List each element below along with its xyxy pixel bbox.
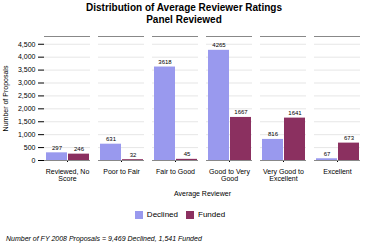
svg-text:3,000: 3,000: [18, 79, 36, 86]
svg-text:1,500: 1,500: [18, 118, 36, 125]
svg-text:Good to VeryGood: Good to VeryGood: [209, 168, 250, 182]
svg-text:67: 67: [324, 151, 331, 157]
html-text:Funded: Funded: [198, 210, 226, 219]
svg-text:Number of Proposals: Number of Proposals: [2, 65, 10, 131]
svg-text:2,000: 2,000: [18, 105, 36, 112]
html-text:Declined: Declined: [146, 210, 178, 219]
svg-text:673: 673: [344, 135, 355, 141]
html-text:Distribution of Average Review: Distribution of Average Reviewer Ratings…: [86, 2, 282, 25]
svg-text:631: 631: [106, 136, 117, 142]
svg-text:32: 32: [130, 152, 137, 158]
svg-text:4,000: 4,000: [18, 53, 36, 60]
svg-text:Very Good toExcellent: Very Good toExcellent: [263, 168, 304, 182]
svg-text:297: 297: [52, 145, 63, 151]
svg-text:Excellent: Excellent: [323, 168, 351, 175]
svg-text:3618: 3618: [158, 59, 172, 65]
svg-text:816: 816: [268, 131, 279, 137]
svg-text:0: 0: [32, 157, 36, 164]
svg-text:500: 500: [24, 144, 36, 151]
svg-text:246: 246: [74, 146, 85, 152]
svg-text:Fair to Good: Fair to Good: [156, 168, 195, 175]
svg-text:4,500: 4,500: [18, 40, 36, 47]
svg-text:Reviewed, NoScore: Reviewed, NoScore: [46, 168, 90, 182]
svg-text:1641: 1641: [288, 110, 302, 116]
svg-text:Average Reviewer: Average Reviewer: [174, 190, 232, 198]
html-text:Number of FY 2008 Proposals =: Number of FY 2008 Proposals = 9,469 Decl…: [6, 235, 202, 242]
svg-text:4265: 4265: [212, 42, 226, 48]
svg-text:Poor to Fair: Poor to Fair: [103, 168, 140, 175]
svg-text:1,000: 1,000: [18, 131, 36, 138]
svg-text:45: 45: [184, 151, 191, 157]
svg-text:3,500: 3,500: [18, 66, 36, 73]
svg-text:2,500: 2,500: [18, 92, 36, 99]
svg-text:1667: 1667: [234, 109, 248, 115]
